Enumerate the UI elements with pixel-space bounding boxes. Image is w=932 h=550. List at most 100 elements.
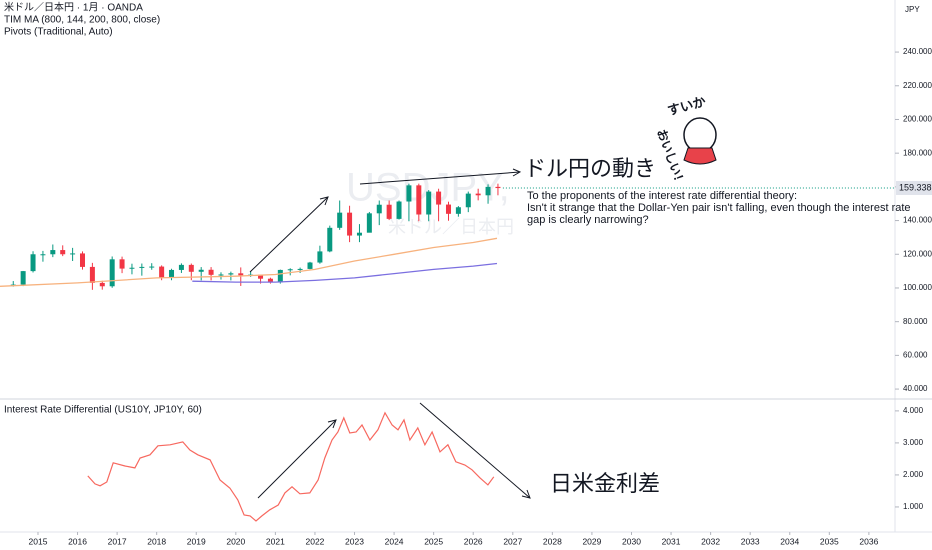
- annotation-text: Isn't it strange that the Dollar-Yen pai…: [527, 202, 911, 214]
- candle-body: [79, 253, 85, 267]
- moving-average: [0, 237, 498, 287]
- candle-body: [109, 259, 115, 287]
- x-tick-label: 2023: [345, 536, 364, 546]
- candle-body: [406, 185, 412, 202]
- candle-body: [139, 266, 145, 268]
- y-tick-label: 200.000: [903, 115, 932, 124]
- candle-body: [228, 273, 234, 275]
- arrow-head: [319, 196, 329, 206]
- symbol-title: 米ドル／日本円 · 1月 · OANDA: [4, 1, 143, 14]
- candle-body: [149, 266, 155, 268]
- candle-body: [495, 186, 501, 189]
- y-tick-label: 1.000: [903, 502, 924, 511]
- candle-body: [436, 191, 442, 205]
- candle-body: [317, 251, 323, 263]
- x-tick-label: 2015: [29, 536, 48, 546]
- y-tick-label: 220.000: [903, 81, 932, 90]
- candle-body: [356, 232, 362, 236]
- candle-body: [159, 266, 165, 278]
- x-tick-label: 2034: [780, 536, 799, 546]
- y-tick-label: 100.000: [903, 283, 932, 292]
- x-tick-label: 2026: [464, 536, 483, 546]
- x-tick-label: 2027: [503, 536, 522, 546]
- y-tick-label: 3.000: [903, 438, 924, 447]
- candle-body: [70, 253, 76, 255]
- x-tick-label: 2030: [622, 536, 641, 546]
- candle-body: [218, 274, 224, 276]
- x-tick-label: 2028: [543, 536, 562, 546]
- candle-body: [188, 264, 194, 272]
- x-tick-label: 2016: [68, 536, 87, 546]
- candle-body: [337, 212, 343, 228]
- arrow-head: [521, 489, 531, 499]
- candle-body: [277, 269, 283, 283]
- indicator-label: Pivots (Traditional, Auto): [4, 27, 113, 38]
- candle-body: [475, 193, 481, 196]
- arrow: [257, 419, 337, 499]
- candle-body: [129, 267, 135, 269]
- sticker-cat: [683, 117, 717, 153]
- candle-body: [327, 227, 333, 252]
- annotation-title: ドル円の動き: [524, 156, 656, 181]
- y-tick-label: 180.000: [903, 148, 932, 157]
- line-series: [87, 411, 495, 522]
- last-price-label: 159.338: [899, 182, 932, 192]
- candle-body: [386, 204, 392, 219]
- x-tick-label: 2033: [741, 536, 760, 546]
- candle-body: [258, 274, 264, 279]
- candle-body: [238, 273, 244, 276]
- candle-body: [376, 204, 382, 214]
- candle-body: [307, 262, 313, 269]
- currency[interactable]: JPY: [905, 5, 920, 14]
- candle-body: [485, 186, 491, 196]
- candle-body: [445, 204, 451, 214]
- indicator-label: TIM MA (800, 144, 200, 800, close): [4, 15, 160, 26]
- candle-body: [396, 201, 402, 219]
- candle-body: [366, 213, 372, 233]
- candle-body: [178, 264, 184, 270]
- candle-body: [169, 269, 175, 278]
- candle-body: [465, 193, 471, 208]
- candle-body: [455, 207, 461, 214]
- annotation-title: 日米金利差: [550, 471, 660, 496]
- annotation-text: To the proponents of the interest rate d…: [527, 190, 797, 202]
- x-tick-label: 2022: [305, 536, 324, 546]
- candle-body: [287, 269, 293, 271]
- x-tick-label: 2018: [147, 536, 166, 546]
- x-tick-label: 2025: [424, 536, 443, 546]
- candle-body: [89, 266, 95, 283]
- y-tick-label: 4.000: [903, 406, 924, 415]
- candle-body: [267, 278, 273, 283]
- candle-body: [20, 271, 26, 285]
- arrow: [419, 402, 531, 499]
- candle-body: [198, 269, 204, 272]
- x-tick-label: 2036: [859, 536, 878, 546]
- arrow-head: [512, 168, 522, 177]
- x-tick-label: 2029: [582, 536, 601, 546]
- x-tick-label: 2024: [385, 536, 404, 546]
- candle-body: [30, 254, 36, 272]
- y-tick-label: 60.000: [903, 350, 928, 359]
- candle-body: [119, 259, 125, 269]
- y-tick-label: 240.000: [903, 47, 932, 56]
- candle-body: [40, 254, 46, 256]
- x-tick-label: 2017: [108, 536, 127, 546]
- y-tick-label: 120.000: [903, 249, 932, 258]
- x-tick-label: 2031: [662, 536, 681, 546]
- candle-body: [347, 212, 353, 236]
- candle-body: [208, 269, 214, 275]
- arrow: [249, 196, 329, 273]
- last-price-box: [896, 180, 932, 195]
- moving-average: [192, 262, 498, 283]
- x-tick-label: 2032: [701, 536, 720, 546]
- candle-body: [50, 250, 56, 255]
- pane-title: Interest Rate Differential (US10Y, JP10Y…: [4, 405, 202, 416]
- annotation-text: gap is clearly narrowing?: [527, 214, 649, 226]
- x-tick-label: 2035: [820, 536, 839, 546]
- arrow-head: [327, 419, 337, 429]
- y-tick-label: 80.000: [903, 317, 928, 326]
- x-tick-label: 2021: [266, 536, 285, 546]
- y-tick-label: 40.000: [903, 384, 928, 393]
